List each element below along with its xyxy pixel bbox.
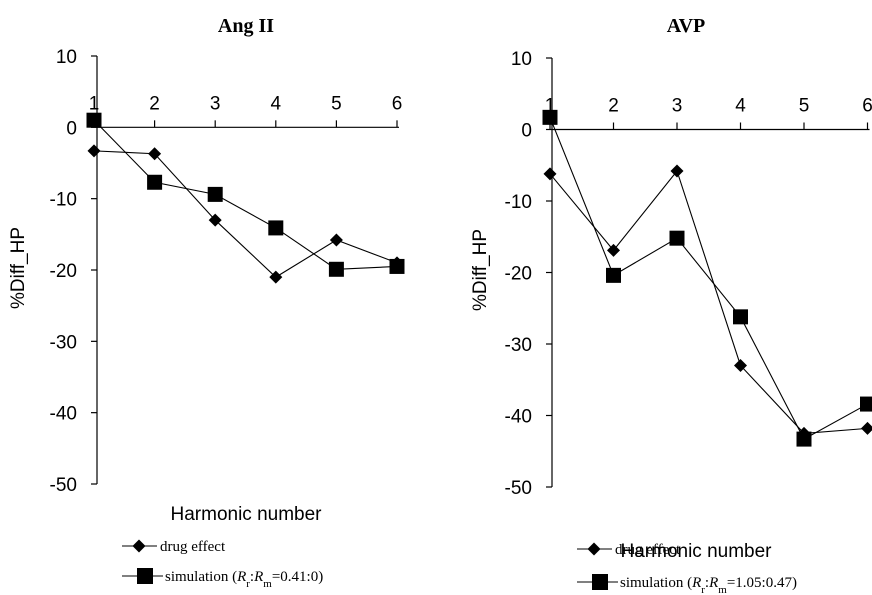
x-tick-label: 3: [210, 93, 221, 114]
data-point-simulation: [669, 230, 685, 246]
data-point-drug-effect: [670, 164, 684, 178]
legend-text-part: :: [250, 569, 254, 585]
series-line-drug-effect: [93, 150, 398, 278]
y-tick-label: -50: [505, 478, 532, 499]
legend-text-part: R: [691, 575, 701, 591]
legend-text-part: :: [705, 575, 709, 591]
data-point-drug-effect: [87, 144, 101, 158]
y-tick-label: 0: [66, 118, 77, 139]
legend-label-simulation: simulation (Rr:Rm=1.05:0.47): [620, 575, 797, 595]
legend-label-drug-effect: drug effect: [160, 539, 226, 555]
legend-text-part: r: [701, 584, 705, 595]
series-line-drug-effect: [549, 169, 868, 434]
legend-marker-drug-effect: [132, 539, 146, 553]
legend-text-part: m: [718, 584, 727, 595]
data-point-drug-effect: [607, 243, 620, 257]
x-tick-label: 2: [149, 93, 160, 114]
chart-panel-ang-ii: Ang II 10 0 -10 -20 -30 -40 -50 1 2 3 4 5 6 %Diff_HP Ha…: [8, 15, 405, 590]
legend-text-part: m: [263, 578, 272, 590]
x-axis-label: Harmonic number: [171, 504, 323, 525]
x-tick-label: 4: [735, 96, 746, 117]
y-tick-label: -40: [505, 407, 532, 428]
x-tick-label: 1: [89, 93, 100, 114]
legend-text-part: R: [236, 569, 246, 585]
legend-marker-simulation: [592, 574, 608, 590]
x-tick-label: 3: [672, 96, 683, 117]
x-tick-label: 1: [545, 96, 556, 117]
data-point-simulation: [389, 258, 405, 274]
legend-marker-drug-effect: [587, 542, 601, 556]
legend-text-part: =1.05:0.47): [727, 575, 797, 591]
legend-text-part: R: [708, 575, 718, 591]
data-point-drug-effect: [543, 167, 557, 181]
y-tick-label: -20: [50, 261, 77, 282]
y-tick-label: -20: [505, 264, 532, 285]
data-point-simulation: [328, 261, 344, 277]
data-point-simulation: [147, 174, 163, 190]
data-point-drug-effect: [861, 421, 872, 435]
legend-marker-simulation: [137, 568, 153, 584]
data-point-simulation: [860, 396, 872, 412]
chart-panel-avp: AVP 10 0 -10 -20 -30 -40 -50 1 2 3 4 5 6 %Diff_HP Harmo…: [470, 15, 872, 595]
y-tick-label: 0: [521, 121, 532, 142]
data-point-simulation: [796, 431, 812, 447]
y-axis-label: %Diff_HP: [8, 227, 29, 309]
y-tick-label: -10: [505, 192, 532, 213]
x-tick-label: 2: [608, 96, 619, 117]
data-point-simulation: [542, 109, 558, 125]
y-tick-label: -30: [50, 332, 77, 353]
legend-label-simulation: simulation (Rr:Rm=0.41:0): [165, 569, 323, 590]
chart-title: Ang II: [218, 15, 274, 37]
y-tick-label: 10: [511, 49, 532, 70]
data-point-simulation: [207, 186, 223, 202]
legend-label-drug-effect: drug effect: [615, 542, 681, 558]
data-point-drug-effect: [734, 358, 747, 372]
data-point-simulation: [86, 112, 102, 128]
y-tick-label: 10: [56, 47, 77, 68]
data-point-drug-effect: [329, 233, 343, 247]
series-line-simulation: [549, 117, 868, 440]
y-tick-label: -30: [505, 335, 532, 356]
x-tick-label: 6: [392, 93, 403, 114]
data-point-simulation: [606, 267, 621, 283]
data-point-drug-effect: [208, 213, 222, 227]
series-line-simulation: [93, 119, 398, 270]
legend-text-part: R: [253, 569, 263, 585]
legend-text-part: =0.41:0): [272, 569, 323, 585]
y-tick-label: -40: [50, 404, 77, 425]
x-axis-label: Harmonic number: [621, 541, 773, 562]
data-point-drug-effect: [269, 270, 283, 284]
y-tick-label: -50: [50, 475, 77, 496]
legend-text-part: r: [246, 578, 250, 590]
chart-title: AVP: [667, 15, 706, 37]
data-point-drug-effect: [148, 147, 162, 161]
data-point-simulation: [733, 309, 748, 325]
data-point-simulation: [268, 220, 284, 236]
y-axis-label: %Diff_HP: [470, 229, 491, 311]
y-tick-label: -10: [50, 190, 77, 211]
x-tick-label: 4: [271, 93, 282, 114]
legend-text-part: simulation (: [620, 575, 692, 591]
x-tick-label: 5: [799, 96, 810, 117]
legend-text-part: simulation (: [165, 569, 237, 585]
x-tick-label: 6: [862, 96, 872, 117]
x-tick-label: 5: [331, 93, 342, 114]
